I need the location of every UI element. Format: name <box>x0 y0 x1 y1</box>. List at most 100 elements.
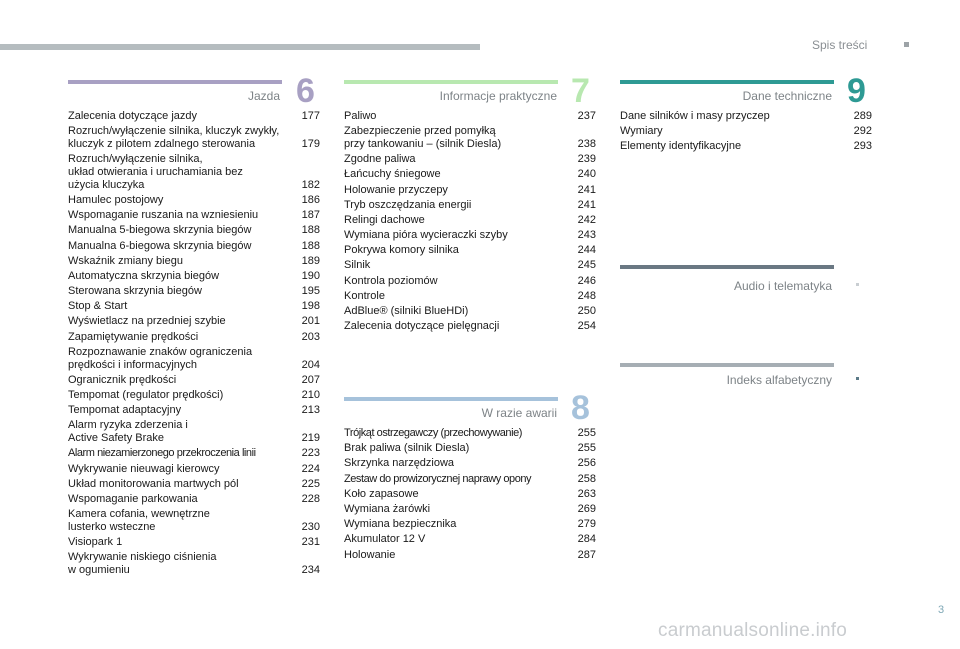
jazda-toc-entry[interactable]: Wyświetlacz na przedniej szybie 201 <box>68 315 320 328</box>
toc-entry-page: 240 <box>577 168 596 181</box>
jazda-toc-entry[interactable]: Wskaźnik zmiany biegu 189 <box>68 255 320 268</box>
toc-entry-title: Wspomaganie ruszania na wzniesieniu <box>68 209 259 222</box>
jazda-toc-entry[interactable]: Sterowana skrzynia biegów 195 <box>68 285 320 298</box>
header-square <box>904 42 909 47</box>
toc-entry-page: 284 <box>577 533 596 546</box>
jazda-toc-entry[interactable]: Ogranicznik prędkości 207 <box>68 374 320 387</box>
awaria-toc-entry[interactable]: Akumulator 12 V 284 <box>344 533 596 546</box>
toc-entry-title: Wymiary <box>620 125 663 138</box>
toc-entry-title: Tryb oszczędzania energii <box>344 198 472 211</box>
awaria-toc-entry[interactable]: Trójkąt ostrzegawczy (przechowywanie) 255 <box>344 427 596 440</box>
jazda-toc-entry[interactable]: Wykrywanie niskiego ciśnienia w ogumieni… <box>68 551 320 577</box>
toc-entry-title: Koło zapasowe <box>344 487 419 500</box>
audio-square <box>856 283 859 286</box>
header-bar <box>0 44 480 50</box>
toc-entry-title: Manualna 5-biegowa skrzynia biegów <box>68 224 252 237</box>
jazda-toc-entry[interactable]: Zalecenia dotyczące jazdy 177 <box>68 110 320 123</box>
toc-entry-title: Alarm niezamierzonego przekroczenia lini… <box>68 447 256 460</box>
informacje-toc-entry[interactable]: Zgodne paliwa 239 <box>344 153 596 166</box>
informacje-toc-entry[interactable]: Zabezpieczenie przed pomyłką przy tankow… <box>344 125 596 151</box>
informacje-toc-entry[interactable]: Paliwo 237 <box>344 110 596 123</box>
jazda-bar <box>68 80 282 84</box>
toc-entry-title: Automatyczna skrzynia biegów <box>68 269 220 282</box>
toc-entry-page: 258 <box>577 472 596 485</box>
toc-entry-page: 223 <box>301 447 320 460</box>
informacje-number: 7 <box>571 72 590 110</box>
informacje-title[interactable]: Informacje praktyczne <box>439 89 557 103</box>
jazda-toc-entry[interactable]: Układ monitorowania martwych pól 225 <box>68 478 320 491</box>
awaria-toc-entry[interactable]: Wymiana żarówki 269 <box>344 503 596 516</box>
jazda-toc-entry[interactable]: Kamera cofania, wewnętrzne lusterko wste… <box>68 508 320 534</box>
jazda-toc-entry[interactable]: Wykrywanie nieuwagi kierowcy 224 <box>68 463 320 476</box>
toc-entry-title: Zalecenia dotyczące jazdy <box>68 110 198 122</box>
informacje-bar <box>344 80 558 84</box>
jazda-toc-entry[interactable]: Visiopark 1 231 <box>68 536 320 549</box>
toc-entry-title: Relingi dachowe <box>344 213 425 226</box>
toc-entry-page: 279 <box>577 518 596 531</box>
jazda-toc-entry[interactable]: Wspomaganie parkowania 228 <box>68 493 320 506</box>
informacje-toc-entry[interactable]: Kontrole 248 <box>344 290 596 303</box>
jazda-toc-entry[interactable]: Hamulec postojowy 186 <box>68 194 320 207</box>
toc-entry-page: 179 <box>301 137 320 150</box>
informacje-toc-entry[interactable]: Zalecenia dotyczące pielęgnacji 254 <box>344 320 596 333</box>
informacje-toc-entry[interactable]: Silnik 245 <box>344 259 596 272</box>
toc-entry-page: 244 <box>577 244 596 257</box>
toc-entry-page: 263 <box>577 487 596 500</box>
toc-entry-title: Rozruch/wyłączenie silnika, układ otwier… <box>68 153 243 191</box>
toc-entry-title: Silnik <box>344 259 371 272</box>
informacje-toc-entry[interactable]: Łańcuchy śniegowe 240 <box>344 168 596 181</box>
jazda-toc-entry[interactable]: Manualna 6-biegowa skrzynia biegów 188 <box>68 240 320 253</box>
jazda-toc-entry[interactable]: Rozpoznawanie znaków ograniczenia prędko… <box>68 346 320 372</box>
jazda-toc-entry[interactable]: Rozruch/wyłączenie silnika, kluczyk zwyk… <box>68 125 320 151</box>
toc-entry-page: 292 <box>853 125 872 138</box>
page-title: Spis treści <box>812 38 868 52</box>
audio-title[interactable]: Audio i telematyka <box>733 279 832 293</box>
toc-entry-title: Akumulator 12 V <box>344 533 426 546</box>
dane-toc-entry[interactable]: Wymiary 292 <box>620 125 872 138</box>
toc-entry-title: Wymiana bezpiecznika <box>344 518 457 531</box>
toc-entry-title: Tempomat (regulator prędkości) <box>68 389 224 401</box>
jazda-toc-entry[interactable]: Alarm ryzyka zderzenia i Active Safety B… <box>68 419 320 445</box>
toc-entry-page: 207 <box>301 373 320 386</box>
informacje-toc-entry[interactable]: AdBlue® (silniki BlueHDi) 250 <box>344 305 596 318</box>
toc-entry-page: 188 <box>301 224 320 237</box>
informacje-toc-entry[interactable]: Wymiana pióra wycieraczki szyby 243 <box>344 229 596 242</box>
toc-entry-page: 201 <box>301 315 320 328</box>
jazda-toc-entry[interactable]: Rozruch/wyłączenie silnika, układ otwier… <box>68 153 320 191</box>
dane-toc-entry[interactable]: Dane silników i masy przyczep 289 <box>620 110 872 123</box>
awaria-toc-entry[interactable]: Brak paliwa (silnik Diesla) 255 <box>344 442 596 455</box>
informacje-toc-entry[interactable]: Holowanie przyczepy 241 <box>344 184 596 197</box>
jazda-number: 6 <box>296 72 315 110</box>
toc-entry-title: Pokrywa komory silnika <box>344 244 459 257</box>
awaria-toc-entry[interactable]: Skrzynka narzędziowa 256 <box>344 457 596 470</box>
awaria-number: 8 <box>571 389 590 427</box>
indeks-title[interactable]: Indeks alfabetyczny <box>726 373 832 387</box>
jazda-toc-entry[interactable]: Alarm niezamierzonego przekroczenia lini… <box>68 447 320 460</box>
awaria-title[interactable]: W razie awarii <box>481 406 557 420</box>
toc-entry-page: 234 <box>301 564 320 577</box>
toc-entry-page: 190 <box>301 269 320 282</box>
informacje-toc-entry[interactable]: Pokrywa komory silnika 244 <box>344 244 596 257</box>
jazda-toc-entry[interactable]: Manualna 5-biegowa skrzynia biegów 188 <box>68 224 320 237</box>
toc-entry-title: Sterowana skrzynia biegów <box>68 285 202 298</box>
jazda-toc-entry[interactable]: Automatyczna skrzynia biegów 190 <box>68 270 320 283</box>
toc-entry-title: Paliwo <box>344 110 377 122</box>
jazda-toc-entry[interactable]: Stop & Start 198 <box>68 300 320 313</box>
toc-entry-page: 255 <box>577 427 596 439</box>
awaria-toc-entry[interactable]: Koło zapasowe 263 <box>344 488 596 501</box>
jazda-toc-entry[interactable]: Tempomat adaptacyjny 213 <box>68 404 320 417</box>
jazda-toc-entry[interactable]: Tempomat (regulator prędkości) 210 <box>68 389 320 402</box>
informacje-toc-entry[interactable]: Tryb oszczędzania energii 241 <box>344 199 596 212</box>
dane-title[interactable]: Dane techniczne <box>742 89 832 103</box>
awaria-toc-entry[interactable]: Zestaw do prowizorycznej naprawy opony 25… <box>344 473 596 486</box>
toc-entry-page: 293 <box>853 140 872 153</box>
awaria-toc-entry[interactable]: Holowanie 287 <box>344 549 596 562</box>
awaria-toc-entry[interactable]: Wymiana bezpiecznika 279 <box>344 518 596 531</box>
jazda-title[interactable]: Jazda <box>247 89 280 103</box>
dane-toc-entry[interactable]: Elementy identyfikacyjne 293 <box>620 140 872 153</box>
informacje-toc-entry[interactable]: Kontrola poziomów 246 <box>344 275 596 288</box>
informacje-toc-entry[interactable]: Relingi dachowe 242 <box>344 214 596 227</box>
jazda-toc-entry[interactable]: Zapamiętywanie prędkości 203 <box>68 331 320 344</box>
toc-entry-title: Zestaw do prowizorycznej naprawy opony <box>344 472 532 485</box>
jazda-toc-entry[interactable]: Wspomaganie ruszania na wzniesieniu 187 <box>68 209 320 222</box>
